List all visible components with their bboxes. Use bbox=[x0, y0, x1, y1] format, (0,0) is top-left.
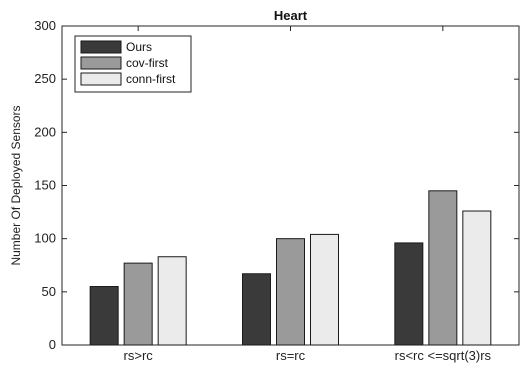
legend: Ours cov-first conn-first bbox=[74, 35, 192, 93]
y-tick-label: 200 bbox=[34, 124, 56, 139]
plot-area: 0 50 100 150 200 250 300 rs>rc rs=rc rs<rc <=sqrt… bbox=[34, 18, 520, 363]
bar-conn-first bbox=[157, 256, 187, 346]
bar-cov-first bbox=[276, 238, 305, 346]
x-tick-label: rs<rc <=sqrt(3)rs bbox=[395, 348, 492, 363]
bar-ours bbox=[89, 286, 119, 346]
x-tick-label: rs>rc bbox=[124, 348, 154, 363]
legend-swatch bbox=[80, 56, 122, 70]
y-tick-label: 50 bbox=[42, 284, 56, 299]
y-tick-label: 300 bbox=[34, 18, 56, 33]
bar-ours bbox=[394, 242, 424, 346]
y-tick-label: 0 bbox=[49, 337, 56, 352]
bar-conn-first bbox=[310, 233, 339, 346]
legend-swatch bbox=[80, 40, 122, 54]
bar-ours bbox=[242, 273, 271, 346]
x-tick-label: rs=rc bbox=[276, 348, 306, 363]
legend-entry: Ours bbox=[126, 40, 152, 54]
y-tick-label: 100 bbox=[34, 231, 56, 246]
y-axis-label: Number Of Deployed Sensors bbox=[9, 105, 23, 265]
bar-cov-first bbox=[428, 190, 458, 346]
y-tick-label: 150 bbox=[34, 178, 56, 193]
legend-entry: cov-first bbox=[126, 56, 169, 70]
bar-cov-first bbox=[123, 262, 153, 346]
legend-swatch bbox=[80, 72, 122, 86]
legend-entry: conn-first bbox=[126, 72, 176, 86]
bar-conn-first bbox=[462, 210, 492, 346]
chart-title: Heart bbox=[274, 8, 308, 23]
y-tick-label: 250 bbox=[34, 71, 56, 86]
